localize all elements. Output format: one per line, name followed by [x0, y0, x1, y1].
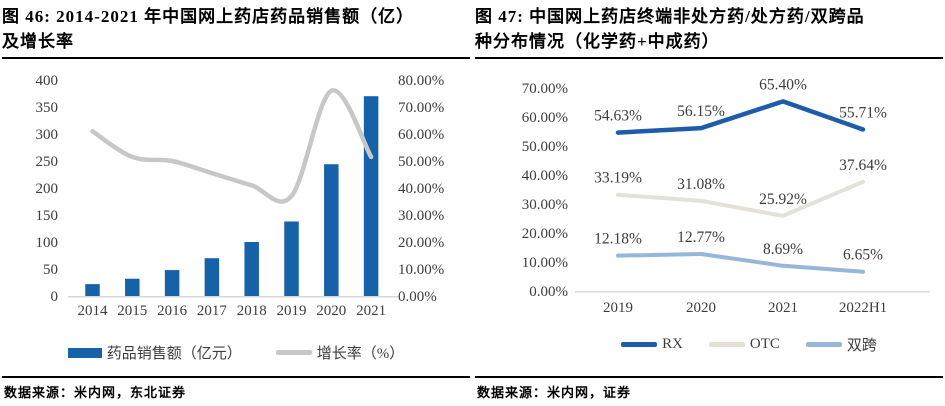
sales-bar [324, 164, 339, 296]
point-label: 31.08% [677, 176, 725, 193]
figure-47-source: 数据来源：米内网，证券 [477, 385, 632, 400]
legend-item-dual: 双跨 [805, 334, 877, 355]
left-axis-tick-label: 0 [51, 289, 59, 305]
right-axis-tick-label: 40.00% [398, 181, 444, 197]
left-axis-tick-label: 300 [36, 127, 59, 143]
sales-bar [85, 284, 100, 296]
sales-bar [363, 96, 379, 296]
point-label: 33.19% [594, 170, 642, 187]
figure-46-panel: 图 46: 2014-2021 年中国网上药店药品销售额（亿） 及增长率 0 50… [2, 0, 470, 406]
x-axis-label: 2019 [277, 303, 307, 319]
x-axis-label: 2017 [197, 303, 228, 319]
sales-bar [164, 270, 180, 296]
point-label: 25.92% [759, 191, 807, 208]
y-axis-tick-label: 20.00% [522, 226, 568, 242]
sales-bar [244, 242, 259, 296]
series-line-RX [615, 99, 866, 135]
legend-item-growth: 增长率（%） [275, 342, 405, 363]
point-label: 8.69% [763, 241, 803, 258]
right-axis-tick-label: 60.00% [398, 127, 444, 143]
sales-growth-combo-chart: 0 50 100 150 200 250 300 350 400 0.00% 10.00% 20.00… [36, 73, 445, 319]
figure-46-title: 图 46: 2014-2021 年中国网上药店药品销售额（亿） 及增长率 [2, 4, 470, 59]
point-label: 54.63% [594, 108, 642, 125]
left-axis-tick-label: 150 [36, 208, 59, 224]
y-axis-tick-label: 10.00% [522, 255, 568, 271]
figure-46-legend: 药品销售额（亿元） 增长率（%） [2, 342, 470, 363]
point-label: 6.65% [843, 247, 883, 264]
line-swatch-icon [805, 342, 842, 347]
series-line-OTC [616, 179, 865, 218]
right-axis-tick-label: 70.00% [398, 100, 444, 116]
line-swatch-icon [621, 342, 658, 347]
sales-bar [204, 258, 220, 296]
point-label: 12.77% [677, 229, 725, 246]
figure-46-source: 数据来源：米内网，东北证券 [4, 385, 187, 400]
left-axis-tick-label: 50 [43, 262, 58, 278]
x-axis-label: 2021 [356, 303, 386, 319]
figure-46-title-line1: 图 46: 2014-2021 年中国网上药店药品销售额（亿） [2, 7, 415, 26]
y-axis-tick-label: 50.00% [522, 139, 568, 155]
legend-label-sales: 药品销售额（亿元） [106, 346, 242, 362]
figure-47-title-line2: 种分布情况（化学药+中成药） [475, 32, 720, 51]
line-swatch-icon [275, 350, 312, 355]
legend-label-otc: OTC [749, 336, 780, 352]
right-axis-tick-label: 80.00% [398, 73, 444, 89]
left-axis-tick-label: 350 [36, 100, 59, 116]
x-axis-label: 2022H1 [839, 300, 887, 316]
series-line-双跨 [616, 251, 865, 274]
growth-rate-line [90, 88, 374, 204]
rx-otc-dual-line-chart: 0.00% 10.00% 20.00% 30.00% 40.00% 50.00% 60.00… [522, 76, 930, 316]
x-axis-label: 2014 [78, 303, 109, 319]
x-axis-label: 2016 [157, 303, 188, 319]
point-label: 37.64% [839, 157, 887, 174]
figure-47-panel: 图 47: 中国网上药店终端非处方药/处方药/双跨品 种分布情况（化学药+中成药… [475, 0, 943, 406]
legend-item-otc: OTC [708, 336, 780, 353]
legend-label-rx: RX [662, 336, 683, 352]
legend-label-growth: 增长率（%） [316, 346, 405, 362]
y-axis-tick-label: 60.00% [522, 110, 568, 126]
sales-bar [125, 278, 140, 296]
x-axis-label: 2018 [237, 303, 267, 319]
y-axis-tick-label: 70.00% [522, 81, 568, 97]
figure-46-bottom-rule [2, 376, 470, 378]
bar-swatch-icon [67, 347, 102, 358]
left-axis-tick-label: 400 [36, 73, 59, 89]
right-axis-tick-label: 20.00% [398, 235, 444, 251]
sales-bar [284, 221, 299, 296]
x-axis-label: 2021 [768, 300, 798, 316]
x-axis-label: 2020 [686, 300, 716, 316]
legend-item-sales: 药品销售额（亿元） [67, 342, 242, 363]
point-label: 56.15% [677, 103, 725, 120]
point-label: 65.40% [759, 76, 807, 93]
right-axis-tick-label: 30.00% [398, 208, 444, 224]
y-axis-tick-label: 30.00% [522, 197, 568, 213]
y-axis-tick-label: 0.00% [529, 284, 568, 300]
left-axis-tick-label: 250 [36, 154, 59, 170]
legend-item-rx: RX [621, 336, 683, 353]
point-label: 12.18% [594, 231, 642, 248]
x-axis-label: 2015 [117, 303, 147, 319]
right-axis-tick-label: 10.00% [398, 262, 444, 278]
figure-47-bottom-rule [475, 376, 943, 378]
figure-47-title: 图 47: 中国网上药店终端非处方药/处方药/双跨品 种分布情况（化学药+中成药… [475, 4, 943, 59]
left-axis-tick-label: 200 [36, 181, 59, 197]
legend-label-dual: 双跨 [846, 338, 877, 354]
x-axis-label: 2019 [603, 300, 633, 316]
point-label: 55.71% [839, 104, 887, 121]
figure-47-legend: RX OTC 双跨 [555, 334, 943, 355]
line-swatch-icon [708, 342, 745, 347]
right-axis-tick-label: 50.00% [398, 154, 444, 170]
right-axis-tick-label: 0.00% [398, 289, 437, 305]
x-axis-label: 2020 [316, 303, 346, 319]
y-axis-tick-label: 40.00% [522, 168, 568, 184]
left-axis-tick-label: 100 [36, 235, 59, 251]
figure-46-title-line2: 及增长率 [2, 32, 74, 51]
figure-47-title-line1: 图 47: 中国网上药店终端非处方药/处方药/双跨品 [475, 7, 865, 26]
